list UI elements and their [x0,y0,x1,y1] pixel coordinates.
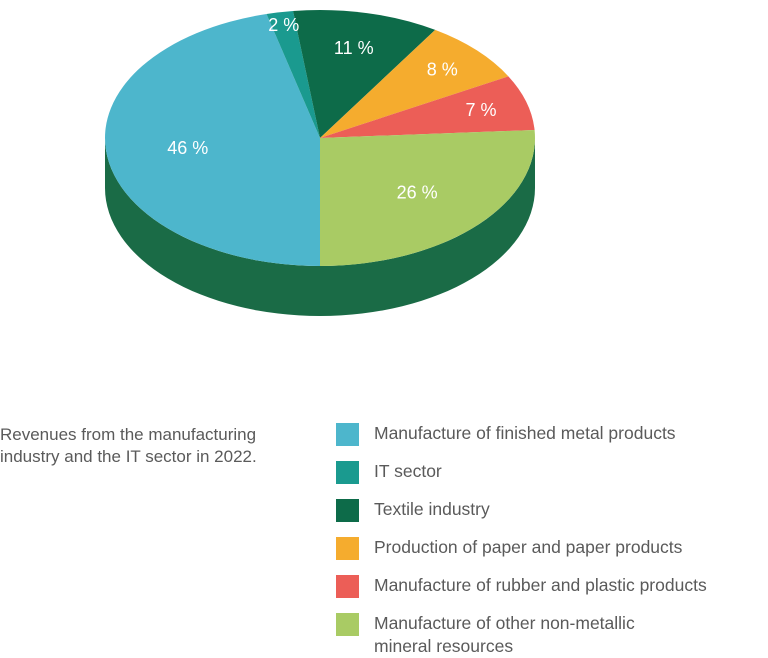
chart-caption: Revenues from the manufacturing industry… [0,424,318,468]
pie-top-face [105,10,535,266]
legend-label: Manufacture of other non-metallic minera… [374,613,635,656]
caption-line-1: Revenues from the manufacturing [0,425,257,444]
legend-label: Manufacture of rubber and plastic produc… [374,575,707,595]
pie-slice-4 [320,76,535,138]
slice-label-2: 11 % [334,38,374,58]
pie-chart: 46 % 2 % 11 % 8 % 7 % 26 % [105,10,535,316]
legend-label: Textile industry [374,499,490,519]
legend-swatch [336,613,359,636]
caption-line-2: industry and the IT sector in 2022. [0,447,257,466]
pie-side-wall-shape [105,138,535,316]
legend-swatch [336,461,359,484]
legend-item-paper: Production of paper and paper products [336,536,766,574]
legend-swatch [336,537,359,560]
slice-label-3: 8 % [427,60,458,80]
pie-slice-5 [320,129,535,266]
legend-label: Production of paper and paper products [374,537,683,557]
pie-slice-0 [105,14,320,266]
legend-label: Manufacture of finished metal products [374,423,676,443]
legend-label: IT sector [374,461,442,481]
legend-item-textile: Textile industry [336,498,766,536]
slice-label-0: 46 % [167,138,208,158]
legend-swatch [336,575,359,598]
legend-item-non-metallic: Manufacture of other non-metallic minera… [336,612,766,656]
legend-item-rubber-plastic: Manufacture of rubber and plastic produc… [336,574,766,612]
slice-label-4: 7 % [466,100,497,120]
chart-legend: Manufacture of finished metal products I… [336,422,766,656]
pie-slice-1 [266,11,320,139]
slice-label-5: 26 % [397,182,438,202]
legend-item-finished-metal: Manufacture of finished metal products [336,422,766,460]
legend-swatch [336,423,359,446]
pie-slice-3 [320,29,509,138]
legend-swatch [336,499,359,522]
pie-slice-labels: 46 % 2 % 11 % 8 % 7 % 26 % [167,15,496,202]
pie-side-wall [105,138,535,316]
legend-item-it-sector: IT sector [336,460,766,498]
slice-label-1: 2 % [268,15,299,35]
pie-slice-2 [293,10,436,139]
